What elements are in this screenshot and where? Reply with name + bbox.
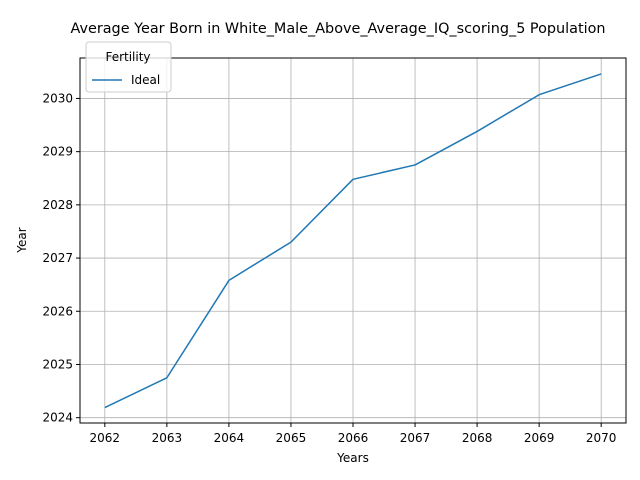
y-axis-label: Year <box>15 227 29 253</box>
series-line-ideal <box>104 73 602 409</box>
x-tick-label: 2065 <box>276 431 307 445</box>
x-tick-label: 2069 <box>524 431 555 445</box>
legend-title: Fertility <box>105 50 150 64</box>
x-axis-label: Years <box>336 451 369 465</box>
grid-lines <box>80 58 626 423</box>
y-tick-label: 2028 <box>42 198 73 212</box>
y-tick-label: 2029 <box>42 145 73 159</box>
legend-entry-ideal: Ideal <box>131 73 160 87</box>
y-axis-ticks: 2024 2025 2026 2027 2028 2029 2030 <box>42 91 80 425</box>
y-tick-label: 2030 <box>42 91 73 105</box>
legend: Fertility Ideal <box>85 41 172 93</box>
x-tick-label: 2066 <box>338 431 369 445</box>
chart-title: Average Year Born in White_Male_Above_Av… <box>70 21 605 37</box>
y-tick-label: 2026 <box>42 304 73 318</box>
x-axis-ticks: 2062 2063 2064 2065 2066 2067 2068 2069 2070 <box>90 423 617 445</box>
series-lines <box>104 73 602 409</box>
x-tick-label: 2063 <box>152 431 183 445</box>
x-tick-label: 2067 <box>400 431 431 445</box>
x-tick-label: 2068 <box>462 431 493 445</box>
x-tick-label: 2062 <box>90 431 121 445</box>
x-tick-label: 2070 <box>586 431 617 445</box>
y-tick-label: 2027 <box>42 251 73 265</box>
y-tick-label: 2025 <box>42 357 73 371</box>
x-tick-label: 2064 <box>214 431 245 445</box>
y-tick-label: 2024 <box>42 411 73 425</box>
